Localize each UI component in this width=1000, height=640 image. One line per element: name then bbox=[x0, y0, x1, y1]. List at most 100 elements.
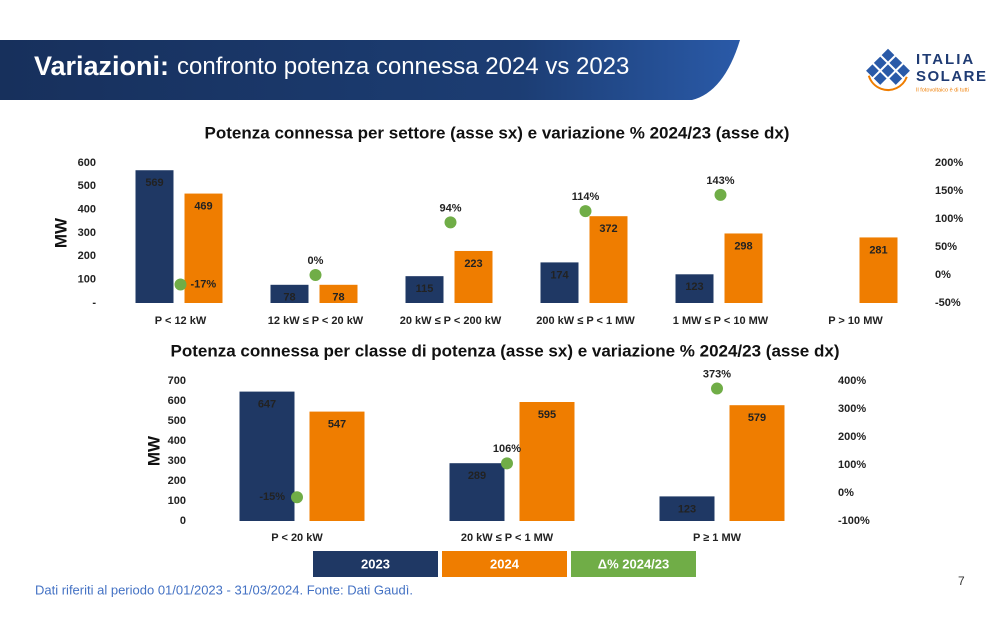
chart-title: Potenza connessa per classe di potenza (… bbox=[171, 341, 840, 360]
header-title-bold: Variazioni: bbox=[34, 51, 169, 81]
legend-swatch bbox=[313, 551, 438, 577]
bar-label: 547 bbox=[328, 419, 346, 431]
bar bbox=[519, 402, 575, 521]
y-tick-label: 400 bbox=[78, 204, 96, 216]
header-title-rest: confronto potenza connessa 2024 vs 2023 bbox=[177, 53, 629, 80]
bar-label: 647 bbox=[258, 399, 276, 411]
bar-label: 174 bbox=[550, 269, 569, 281]
legend-label: 2023 bbox=[361, 556, 390, 571]
bar-label: 115 bbox=[416, 283, 434, 295]
delta-label: 0% bbox=[308, 255, 324, 267]
legend-label: Δ% 2024/23 bbox=[598, 556, 670, 571]
bar-label: 569 bbox=[145, 177, 163, 189]
y2-tick-label: 50% bbox=[935, 241, 957, 253]
x-tick-label: P ≥ 1 MW bbox=[693, 532, 742, 544]
bar bbox=[184, 193, 223, 303]
y-axis-label: MW bbox=[144, 435, 163, 466]
x-tick-label: 200 kW ≤ P < 1 MW bbox=[536, 315, 635, 327]
chart-title: Potenza connessa per settore (asse sx) e… bbox=[205, 123, 790, 142]
y-tick-label: 100 bbox=[78, 274, 96, 286]
delta-label: -17% bbox=[191, 278, 217, 290]
bar-label: 579 bbox=[748, 412, 766, 424]
delta-label: 143% bbox=[706, 175, 734, 187]
bar bbox=[589, 216, 628, 303]
bar-label: 298 bbox=[734, 240, 752, 252]
delta-point bbox=[501, 457, 513, 470]
bar bbox=[405, 276, 444, 303]
y-tick-label: 600 bbox=[78, 157, 96, 169]
bar-label: 281 bbox=[869, 244, 887, 256]
delta-point bbox=[444, 216, 457, 229]
bar-label: 223 bbox=[464, 258, 482, 270]
logo-line1: ITALIA bbox=[916, 51, 975, 68]
bar-label: 123 bbox=[678, 503, 696, 515]
bar bbox=[309, 411, 365, 521]
y2-tick-label: 200% bbox=[935, 157, 963, 169]
y2-tick-label: -50% bbox=[935, 297, 961, 309]
y-tick-label: 500 bbox=[168, 415, 186, 427]
y-tick-label: 0 bbox=[180, 515, 186, 527]
y2-tick-label: 0% bbox=[935, 269, 951, 281]
y2-tick-label: 150% bbox=[935, 185, 963, 197]
y-tick-label: - bbox=[92, 297, 96, 309]
header-title: Variazioni: confronto potenza connessa 20… bbox=[34, 51, 629, 81]
footnote: Dati riferiti al periodo 01/01/2023 - 31… bbox=[35, 582, 413, 597]
x-tick-label: P < 12 kW bbox=[155, 315, 207, 327]
bar bbox=[239, 391, 295, 521]
bar bbox=[540, 262, 579, 303]
delta-label: -15% bbox=[259, 491, 285, 503]
legend-swatch bbox=[442, 551, 567, 577]
delta-point bbox=[174, 278, 187, 291]
header-band bbox=[0, 40, 740, 100]
y-tick-label: 400 bbox=[168, 435, 186, 447]
y2-tick-label: 300% bbox=[838, 403, 866, 415]
x-tick-label: P > 10 MW bbox=[828, 315, 883, 327]
y2-tick-label: 100% bbox=[935, 213, 963, 225]
bar bbox=[659, 496, 715, 521]
page-number: 7 bbox=[958, 574, 965, 588]
logo-line2: SOLARE bbox=[916, 68, 988, 85]
x-tick-label: 20 kW ≤ P < 1 MW bbox=[461, 532, 554, 544]
bar-label: 372 bbox=[599, 223, 617, 235]
delta-label: 106% bbox=[493, 443, 521, 455]
y-tick-label: 700 bbox=[168, 375, 186, 387]
y-tick-label: 200 bbox=[78, 250, 96, 262]
bar-label: 78 bbox=[332, 292, 344, 304]
bar-label: 469 bbox=[194, 200, 212, 212]
bar bbox=[729, 405, 785, 521]
y2-tick-label: 0% bbox=[838, 487, 854, 499]
bar-label: 595 bbox=[538, 409, 556, 421]
y-tick-label: 200 bbox=[168, 475, 186, 487]
delta-point bbox=[309, 269, 322, 281]
y2-tick-label: 200% bbox=[838, 431, 866, 443]
x-tick-label: 12 kW ≤ P < 20 kW bbox=[268, 315, 364, 327]
legend-label: 2024 bbox=[490, 556, 520, 571]
y-tick-label: 600 bbox=[168, 395, 186, 407]
y-tick-label: 300 bbox=[78, 227, 96, 239]
x-tick-label: P < 20 kW bbox=[271, 532, 323, 544]
y-tick-label: 300 bbox=[168, 455, 186, 467]
y-tick-label: 100 bbox=[168, 495, 186, 507]
bar-label: 123 bbox=[685, 281, 703, 293]
bar bbox=[454, 250, 493, 303]
y2-tick-label: 100% bbox=[838, 459, 866, 471]
bar bbox=[449, 463, 505, 521]
legend-swatch bbox=[571, 551, 696, 577]
bar bbox=[270, 284, 309, 303]
y2-tick-label: -100% bbox=[838, 515, 870, 527]
x-tick-label: 20 kW ≤ P < 200 kW bbox=[400, 315, 502, 327]
logo bbox=[866, 48, 910, 91]
delta-label: 114% bbox=[572, 191, 600, 203]
bar bbox=[135, 170, 174, 303]
bar bbox=[724, 233, 763, 303]
delta-label: 373% bbox=[703, 368, 731, 380]
delta-point bbox=[291, 491, 303, 504]
bar-label: 78 bbox=[283, 292, 295, 304]
logo-tagline: Il fotovoltaico è di tutti bbox=[916, 87, 969, 93]
bar-label: 289 bbox=[468, 470, 486, 482]
delta-point bbox=[714, 188, 727, 201]
y2-tick-label: 400% bbox=[838, 375, 866, 387]
x-tick-label: 1 MW ≤ P < 10 MW bbox=[673, 315, 769, 327]
delta-label: 94% bbox=[439, 202, 461, 214]
